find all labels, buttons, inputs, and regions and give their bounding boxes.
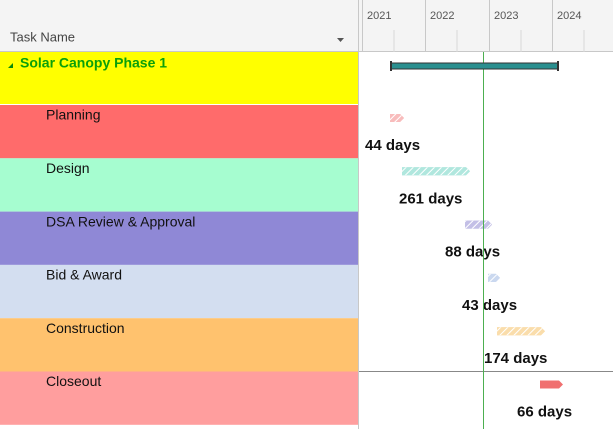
- duration-label: 174 days: [484, 350, 547, 367]
- task-bar-hatch: [497, 327, 545, 336]
- summary-name: Solar Canopy Phase 1: [20, 55, 167, 71]
- task-bar-hatch: [402, 167, 470, 176]
- task-bar-hatch: [465, 220, 492, 229]
- duration-label: 66 days: [517, 403, 572, 420]
- task-name: Construction: [46, 320, 125, 336]
- task-name: Planning: [46, 107, 101, 123]
- summary-bar[interactable]: [390, 62, 559, 70]
- task-name: Closeout: [46, 373, 101, 389]
- summary-cap: [390, 61, 392, 71]
- summary-cap: [557, 61, 559, 71]
- dropdown-arrow[interactable]: [337, 38, 344, 42]
- task-row[interactable]: [0, 264, 358, 319]
- year-label: 2024: [557, 10, 581, 22]
- column-header[interactable]: Task Name: [10, 29, 75, 44]
- summary-row[interactable]: [0, 52, 358, 104]
- year-label: 2021: [367, 10, 391, 22]
- task-row[interactable]: [0, 105, 358, 159]
- header-bg: [0, 0, 613, 52]
- task-bar-hatch: [488, 273, 500, 282]
- task-row[interactable]: [0, 371, 358, 425]
- task-name: Design: [46, 160, 90, 176]
- task-bar[interactable]: [540, 380, 563, 389]
- task-row[interactable]: [0, 211, 358, 265]
- collapse-icon[interactable]: [8, 63, 13, 68]
- duration-label: 88 days: [445, 244, 500, 261]
- year-label: 2023: [494, 10, 518, 22]
- task-name: Bid & Award: [46, 267, 122, 283]
- duration-label: 43 days: [462, 297, 517, 314]
- year-label: 2022: [430, 10, 454, 22]
- task-bar-hatch: [390, 114, 404, 122]
- task-row[interactable]: [0, 158, 358, 212]
- duration-label: 261 days: [399, 190, 462, 207]
- task-row[interactable]: [0, 318, 358, 372]
- duration-label: 44 days: [365, 137, 420, 154]
- task-name: DSA Review & Approval: [46, 213, 195, 229]
